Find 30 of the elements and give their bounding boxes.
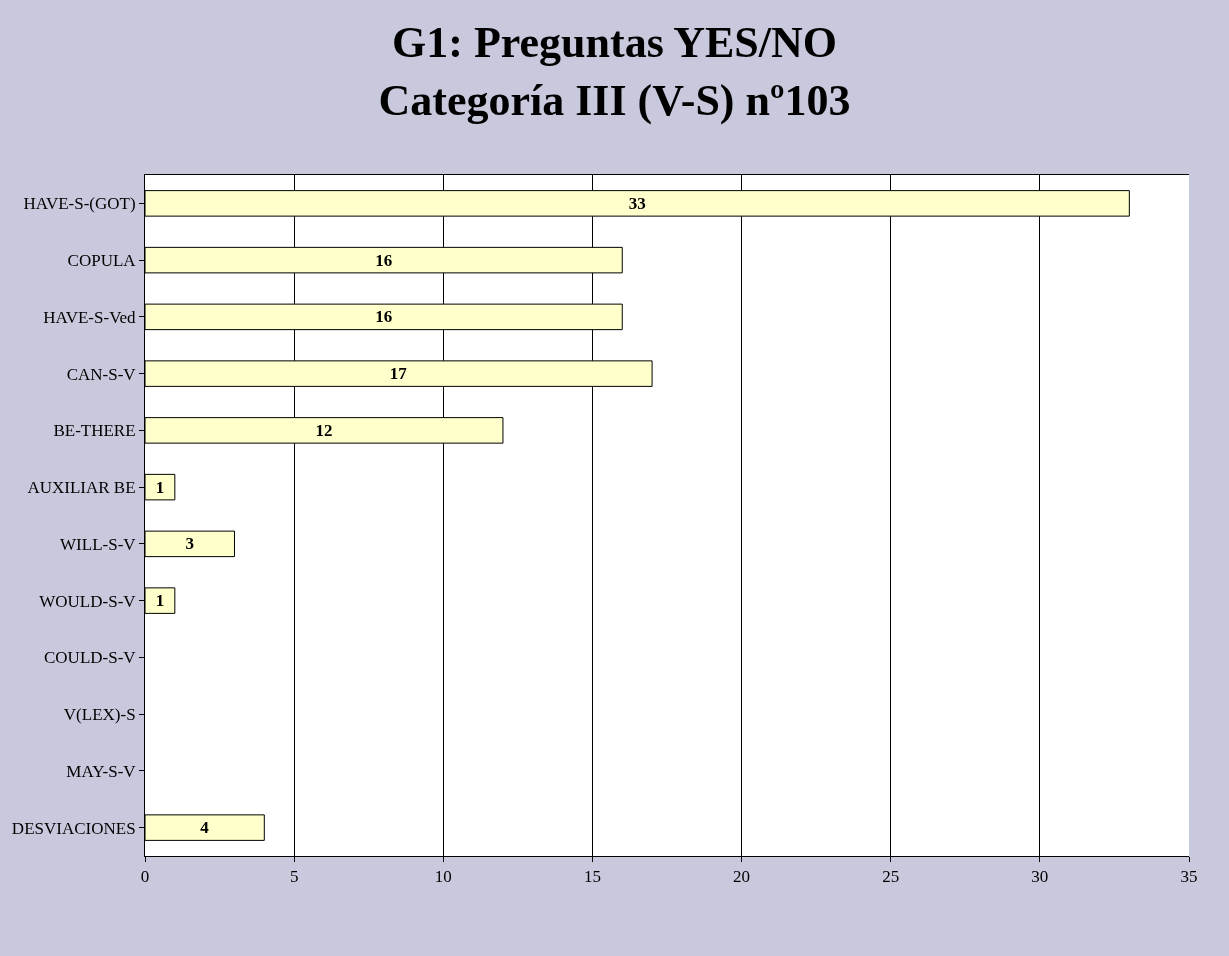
- data-label: 16: [375, 250, 393, 270]
- y-tick-label: CAN-S-V: [66, 364, 137, 384]
- chart-title: G1: Preguntas YES/NO Categoría III (V-S) nº103: [378, 18, 851, 125]
- data-label: 17: [389, 364, 408, 384]
- data-label: 12: [315, 420, 333, 440]
- y-tick-label: MAY-S-V: [66, 761, 137, 781]
- y-tick-label: WOULD-S-V: [39, 591, 137, 611]
- y-tick-label: COULD-S-V: [43, 648, 137, 668]
- data-label: 16: [375, 307, 393, 327]
- data-label: 4: [200, 818, 210, 838]
- data-label: 33: [628, 193, 646, 213]
- data-label: 3: [185, 534, 194, 554]
- x-tick-label: 35: [1180, 867, 1198, 887]
- x-tick-label: 5: [289, 867, 299, 887]
- y-tick-label: AUXILIAR BE: [27, 478, 136, 498]
- x-tick-label: 15: [583, 867, 601, 887]
- x-tick-label: 10: [434, 867, 452, 887]
- y-tick-label: HAVE-S-(GOT): [23, 194, 136, 214]
- y-tick-label: HAVE-S-Ved: [43, 307, 137, 327]
- x-tick-label: 20: [733, 867, 751, 887]
- y-tick-label: V(LEX)-S: [63, 705, 136, 725]
- y-tick-label: BE-THERE: [53, 421, 136, 441]
- x-tick-label: 0: [140, 867, 150, 887]
- y-tick-label: COPULA: [67, 251, 137, 271]
- data-label: 1: [155, 477, 165, 497]
- x-tick-label: 30: [1031, 867, 1049, 887]
- x-tick-label: 25: [882, 867, 900, 887]
- y-tick-label: DESVIACIONES: [11, 818, 136, 838]
- y-tick-label: WILL-S-V: [60, 534, 137, 554]
- data-label: 1: [155, 591, 165, 611]
